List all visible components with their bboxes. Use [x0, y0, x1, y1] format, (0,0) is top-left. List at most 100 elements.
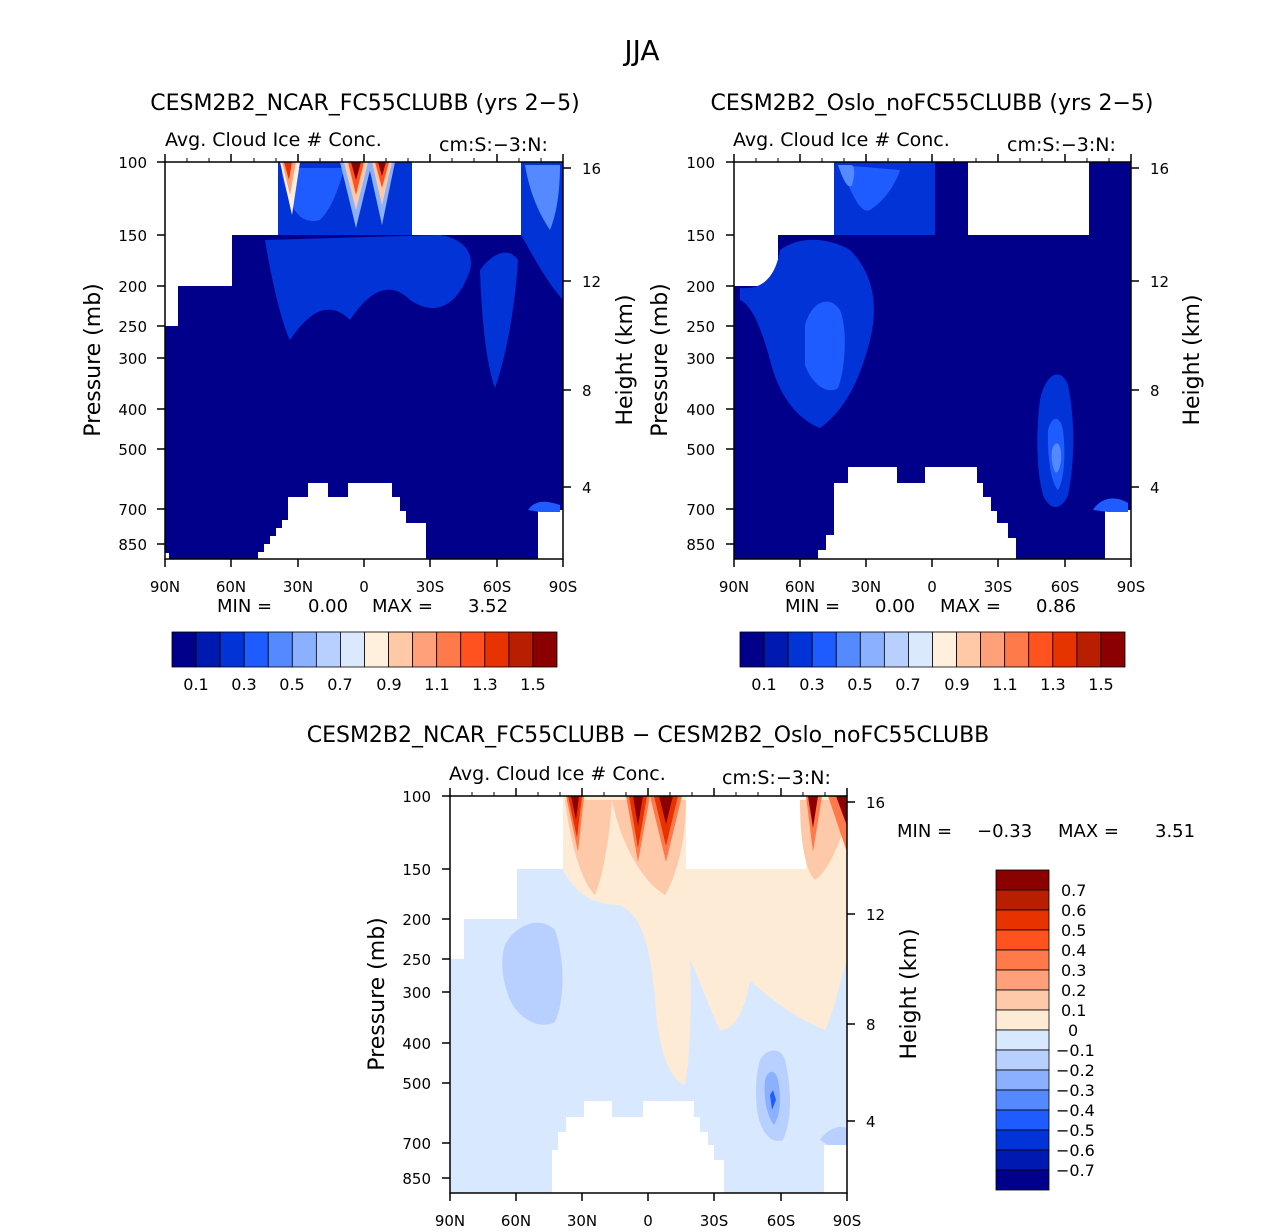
- missing-region: [450, 796, 563, 959]
- x-tick-label: 0: [359, 578, 369, 596]
- colorbar-swatch: [436, 631, 462, 668]
- hotspot: [378, 162, 386, 176]
- colorbar-labels: 0.1 0.3 0.5 0.7 0.9 1.1 1.3 1.5: [183, 675, 545, 694]
- colorbar-swatch: [995, 1109, 1050, 1131]
- colorbar-label: 0.7: [327, 675, 352, 694]
- height-ticks: [563, 167, 571, 488]
- y-tick-label: 400: [118, 401, 147, 419]
- x-tick-label: 90N: [435, 1212, 465, 1230]
- x-tick-label: 0: [643, 1212, 653, 1230]
- missing-region: [734, 162, 834, 286]
- y-tick-label: 400: [402, 1035, 431, 1053]
- colorbar-swatch: [1100, 631, 1126, 668]
- colorbar-label: 0.9: [944, 675, 969, 694]
- max-label: MAX =: [940, 596, 1001, 617]
- y-tick-label: 850: [118, 536, 147, 554]
- y-axis-label: Pressure (mb): [365, 917, 390, 1071]
- colorbar-label: 0: [1068, 1021, 1078, 1040]
- colorbar-swatch: [811, 631, 837, 668]
- y-tick-label: 700: [686, 501, 715, 519]
- missing-region: [552, 1101, 724, 1193]
- y-tick-label: 200: [402, 911, 431, 929]
- height-tick-labels: 16 12 8 4: [1150, 160, 1169, 497]
- contour-band: [265, 235, 471, 340]
- colorbar: [171, 631, 558, 668]
- panel-ncar: CESM2B2_NCAR_FC55CLUBB (yrs 2−5) Avg. Cl…: [81, 91, 638, 694]
- y-ticks: [157, 161, 165, 545]
- colorbar-label: 0.5: [1061, 921, 1086, 940]
- contour-band: [502, 922, 563, 1025]
- units-label: cm:S:−3:N:: [722, 767, 831, 789]
- colorbar-label: 0.5: [847, 675, 872, 694]
- colorbar-label: −0.4: [1056, 1101, 1095, 1120]
- colorbar-swatch: [460, 631, 486, 668]
- y-tick-label: 300: [118, 350, 147, 368]
- colorbar-swatch: [1076, 631, 1102, 668]
- colorbar-swatch: [995, 949, 1050, 971]
- colorbar-swatch: [859, 631, 885, 668]
- variable-label: Avg. Cloud Ice # Conc.: [733, 129, 950, 151]
- min-value: 0.00: [875, 596, 915, 617]
- x-tick-label: 90N: [719, 578, 749, 596]
- contour-band: [282, 168, 345, 221]
- colorbar-label: 0.6: [1061, 901, 1086, 920]
- units-label: cm:S:−3:N:: [1007, 134, 1116, 156]
- colorbar-swatch: [883, 631, 909, 668]
- colorbar-label: 1.1: [424, 675, 449, 694]
- contour-band: [840, 165, 900, 211]
- colorbar-swatch: [995, 1069, 1050, 1091]
- height-tick-label: 4: [866, 1113, 876, 1131]
- colorbar-swatch: [388, 631, 414, 668]
- colorbar-swatch: [995, 909, 1050, 931]
- max-value: 3.51: [1155, 821, 1195, 842]
- colorbar-label: 0.4: [1061, 941, 1086, 960]
- y-tick-label: 150: [402, 861, 431, 879]
- y-tick-label: 100: [118, 154, 147, 172]
- min-label: MIN =: [217, 596, 272, 617]
- hotspot: [284, 162, 292, 180]
- y-tick-label: 700: [402, 1135, 431, 1153]
- y-tick-label: 850: [686, 536, 715, 554]
- colorbar-label: 0.7: [1061, 881, 1086, 900]
- x-ticks: [449, 788, 848, 1201]
- contour-band: [820, 1126, 847, 1145]
- colorbar: [739, 631, 1126, 668]
- colorbar-swatch: [932, 631, 957, 668]
- y-tick-label: 100: [402, 788, 431, 806]
- contour-band: [805, 301, 845, 391]
- colorbar-swatch: [1028, 631, 1054, 668]
- colorbar-swatch: [315, 631, 341, 668]
- hotspot: [808, 796, 818, 828]
- y-tick-label: 850: [402, 1170, 431, 1188]
- height-tick-labels: 16 12 8 4: [866, 794, 885, 1131]
- colorbar-label: −0.3: [1056, 1081, 1095, 1100]
- y-tick-label: 500: [402, 1075, 431, 1093]
- colorbar-label: −0.7: [1056, 1161, 1095, 1180]
- x-tick-label: 90N: [150, 578, 180, 596]
- contour-band: [770, 1090, 776, 1110]
- contour-field: [450, 796, 847, 1193]
- min-max-readout: MIN = 0.00 MAX = 3.52: [217, 596, 508, 617]
- x-tick-label: 90S: [833, 1212, 862, 1230]
- colorbar-swatch: [195, 631, 221, 668]
- colorbar-label: 0.3: [231, 675, 256, 694]
- min-max-readout: MIN = 0.00 MAX = 0.86: [785, 596, 1076, 617]
- minor-ticks-top: [755, 158, 1110, 162]
- colorbar-swatch: [995, 1089, 1050, 1111]
- diff-title: CESM2B2_NCAR_FC55CLUBB − CESM2B2_Oslo_no…: [307, 723, 990, 748]
- panel-title: CESM2B2_NCAR_FC55CLUBB (yrs 2−5): [150, 91, 579, 116]
- x-tick-label: 60S: [1051, 578, 1080, 596]
- minor-ticks-top: [186, 158, 542, 162]
- season-title: JJA: [622, 34, 659, 67]
- colorbar-swatch: [835, 631, 861, 668]
- max-value: 3.52: [468, 596, 508, 617]
- x-tick-label: 30N: [851, 578, 881, 596]
- height-tick-labels: 16 12 8 4: [582, 160, 601, 497]
- x-tick-label: 30S: [416, 578, 445, 596]
- height-tick-label: 4: [582, 479, 592, 497]
- y-axis-label-right: Height (km): [897, 928, 922, 1059]
- height-tick-label: 12: [866, 906, 885, 924]
- colorbar-swatch: [995, 869, 1050, 891]
- variable-label: Avg. Cloud Ice # Conc.: [165, 129, 382, 151]
- y-tick-labels: 100 150 200 250 300 400 500 700 850: [402, 788, 431, 1188]
